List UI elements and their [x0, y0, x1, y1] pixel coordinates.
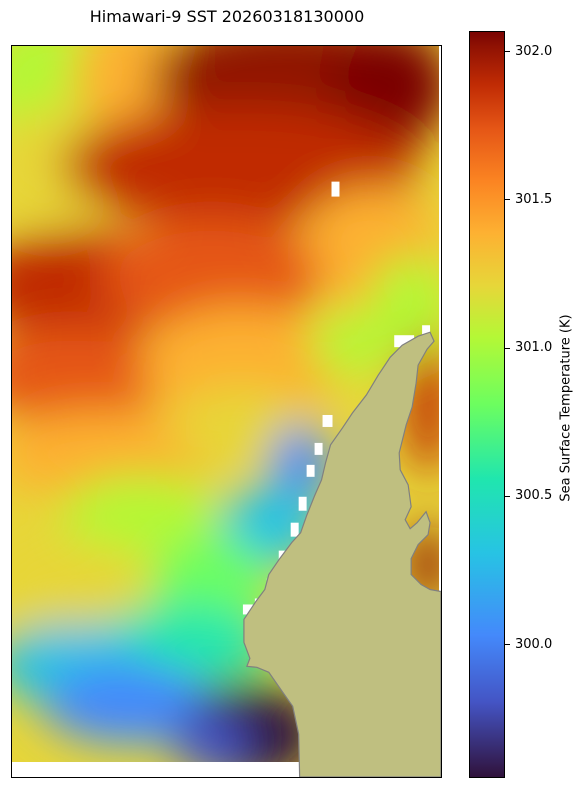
- map-title: Himawari-9 SST 20260318130000: [89, 7, 365, 26]
- colorbar-tick-mark: [505, 199, 510, 201]
- colorbar-tick-label: 302.0: [515, 43, 553, 59]
- colorbar-tick-label: 301.5: [515, 191, 553, 207]
- colorbar-tick-mark: [505, 495, 510, 497]
- colorbar-tick-label: 300.0: [515, 636, 553, 652]
- missing-data-cell: [331, 181, 340, 197]
- missing-data-cell: [394, 335, 415, 348]
- colorbar-tick-label: 301.0: [515, 340, 553, 356]
- missing-data-cell: [306, 464, 315, 477]
- sst-patch: [41, 664, 222, 745]
- sst-field: [12, 46, 440, 763]
- sst-patch: [61, 105, 421, 226]
- sst-patch: [12, 325, 172, 425]
- colorbar-tick-mark: [505, 644, 510, 646]
- sst-map-canvas: [12, 46, 441, 777]
- colorbar: [469, 31, 505, 778]
- land-peninsula: [243, 331, 441, 777]
- missing-data-cell: [322, 414, 333, 427]
- sst-patch: [12, 539, 152, 630]
- missing-data-cell: [290, 522, 299, 537]
- sst-patch: [310, 315, 391, 376]
- sst-map: [11, 45, 442, 778]
- missing-data-cell: [242, 604, 253, 615]
- sst-patch: [141, 305, 341, 425]
- colorbar-tick-mark: [505, 347, 510, 349]
- missing-data-cell: [298, 496, 307, 511]
- sst-patch: [101, 215, 321, 336]
- sst-patch: [61, 474, 222, 555]
- missing-data-cell: [422, 325, 431, 338]
- missing-data-cell: [314, 442, 323, 455]
- colorbar-label: Sea Surface Temperature (K): [558, 314, 574, 502]
- sst-patch: [171, 714, 251, 763]
- sst-patch: [370, 255, 440, 356]
- colorbar-tick-mark: [505, 51, 510, 53]
- colorbar-tick-label: 300.5: [515, 488, 553, 504]
